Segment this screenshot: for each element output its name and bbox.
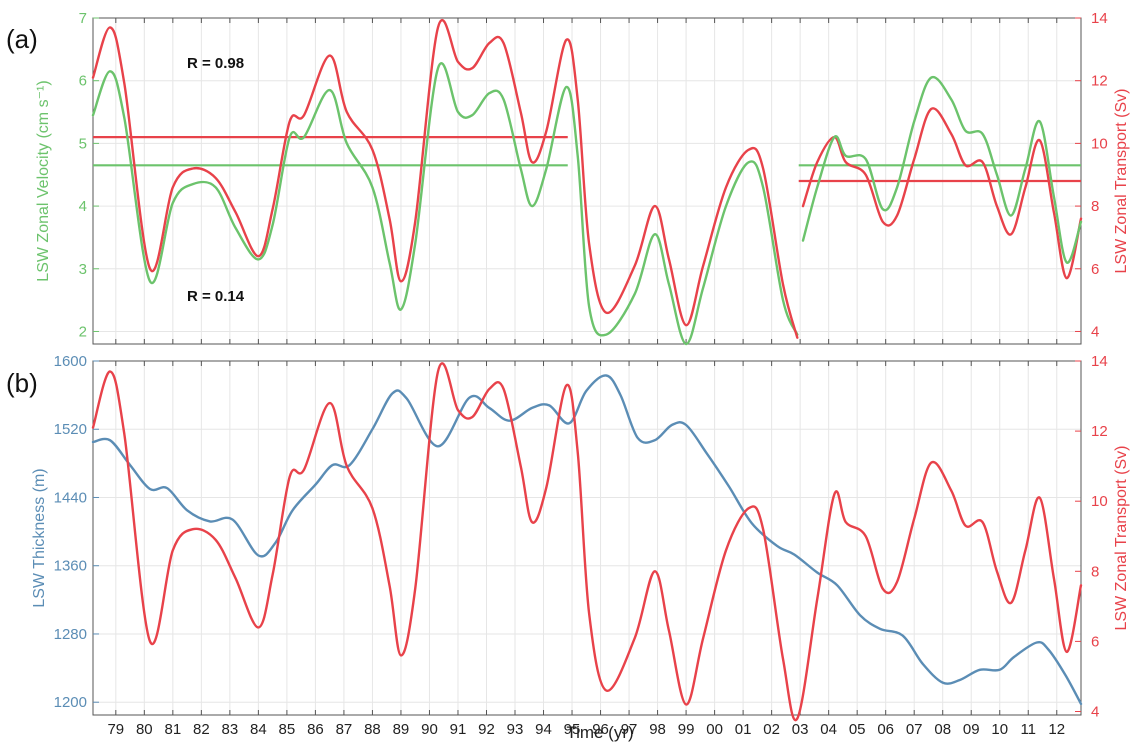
y2-tick-label: 8	[1091, 563, 1099, 580]
x-tick-label: 00	[706, 721, 723, 738]
x-tick-label: 84	[250, 721, 267, 738]
y2-tick-label: 6	[1091, 633, 1099, 650]
series-line-red	[801, 107, 1083, 280]
y2-tick-label: 4	[1091, 703, 1099, 720]
x-tick-label: 97	[621, 721, 638, 738]
x-tick-label: 10	[991, 721, 1008, 738]
series-line-green	[801, 75, 1083, 264]
x-tick-label: 05	[849, 721, 866, 738]
y2-tick-label: 6	[1091, 261, 1099, 278]
x-tick-label: 04	[820, 721, 837, 738]
y2-tick-label: 8	[1091, 198, 1099, 215]
x-tick-label: 92	[478, 721, 495, 738]
y-tick-label: 1200	[54, 694, 87, 711]
y2-tick-label: 10	[1091, 135, 1108, 152]
series-line-blue	[91, 374, 1083, 706]
r-label-b: R = 0.14	[187, 288, 245, 305]
x-tick-label: 98	[649, 721, 666, 738]
y2-tick-label: 12	[1091, 73, 1108, 90]
x-tick-label: 89	[393, 721, 410, 738]
series-line-red	[91, 362, 1083, 722]
x-tick-label: 87	[336, 721, 353, 738]
x-tick-label: 79	[107, 721, 124, 738]
y2-tick-label: 10	[1091, 493, 1108, 510]
x-tick-label: 94	[535, 721, 552, 738]
x-tick-label: 99	[678, 721, 695, 738]
x-tick-label: 83	[222, 721, 239, 738]
y2-axis-label: LSW Zonal Transport (Sv)	[1113, 446, 1130, 631]
y2-tick-label: 14	[1091, 353, 1108, 370]
panel-a-tag: (a)	[6, 24, 38, 54]
y2-tick-label: 12	[1091, 423, 1108, 440]
x-tick-label: 01	[735, 721, 752, 738]
y-tick-label: 1600	[54, 353, 87, 370]
panel-a: 2 3 4 5 6 7 4 6 8 10 12 14 LSW Zonal Velocity (cm s⁻…	[35, 10, 1130, 346]
x-tick-label: 93	[507, 721, 524, 738]
x-tick-label: 90	[421, 721, 438, 738]
x-tick-label: 81	[164, 721, 181, 738]
r-label-a: R = 0.98	[187, 55, 244, 72]
series-line-red	[91, 18, 799, 339]
y-tick-label: 2	[79, 323, 87, 340]
series-line-green	[91, 62, 799, 346]
y-axis-label: LSW Thickness (m)	[31, 468, 48, 607]
x-tick-label: 91	[450, 721, 467, 738]
x-tick-label: 96	[592, 721, 609, 738]
x-tick-label: 09	[963, 721, 980, 738]
x-tick-label: 88	[364, 721, 381, 738]
y-tick-label: 5	[79, 135, 87, 152]
x-tick-label: 06	[877, 721, 894, 738]
x-tick-label: 08	[934, 721, 951, 738]
x-tick-label: 85	[279, 721, 296, 738]
x-tick-label: 80	[136, 721, 153, 738]
y-tick-label: 4	[79, 198, 87, 215]
y-tick-label: 3	[79, 261, 87, 278]
y-axis-label: LSW Zonal Velocity (cm s⁻¹)	[35, 80, 52, 281]
y2-tick-label: 14	[1091, 10, 1108, 27]
y2-tick-label: 4	[1091, 323, 1099, 340]
x-tick-label: 03	[792, 721, 809, 738]
x-tick-label: 02	[763, 721, 780, 738]
y-tick-label: 6	[79, 73, 87, 90]
y-tick-label: 1440	[54, 489, 87, 506]
y-tick-label: 1520	[54, 421, 87, 438]
x-tick-label: 82	[193, 721, 210, 738]
x-tick-label: 07	[906, 721, 923, 738]
x-tick-label: 86	[307, 721, 324, 738]
y-tick-label: 1360	[54, 558, 87, 575]
y-tick-label: 7	[79, 10, 87, 27]
y-tick-label: 1280	[54, 626, 87, 643]
x-axis-label: Time (yr)	[566, 723, 633, 742]
x-tick-label: 12	[1048, 721, 1065, 738]
x-tick-label: 11	[1020, 721, 1036, 738]
y2-axis-label: LSW Zonal Transport (Sv)	[1113, 89, 1130, 274]
panel-b-tag: (b)	[6, 368, 38, 398]
plot-frame	[92, 360, 1082, 716]
x-tick-label: 95	[564, 721, 581, 738]
